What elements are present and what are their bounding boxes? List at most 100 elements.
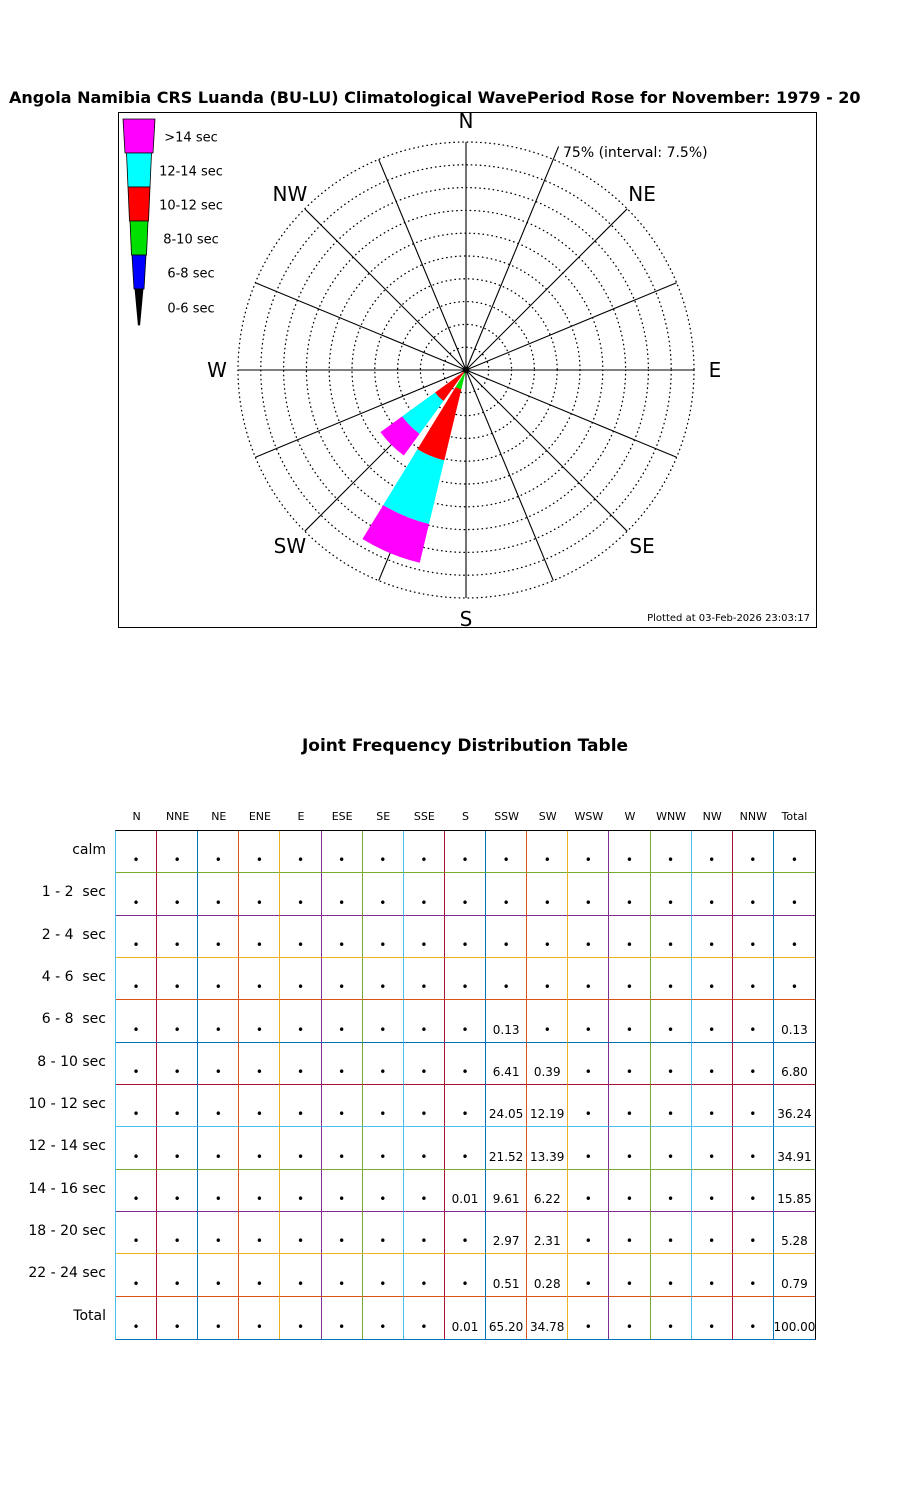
table-cell: • — [321, 1254, 363, 1297]
cell-dot: • — [296, 1149, 305, 1164]
cell-dot: • — [338, 1022, 346, 1037]
cell-dot: • — [296, 1107, 305, 1122]
table-cell: • — [732, 1042, 774, 1085]
cell-value: 34.78 — [530, 1319, 565, 1334]
table-cell: • — [198, 1000, 240, 1043]
cell-dot: • — [749, 1149, 757, 1164]
table-cell: • — [280, 1211, 322, 1255]
column-header: ESE — [331, 810, 353, 823]
cell-dot: • — [338, 895, 346, 910]
table-cell: • — [609, 1127, 651, 1170]
table-cell: 0.13 — [486, 1000, 528, 1043]
table-cell: • — [609, 1084, 651, 1128]
column-header: ENE — [248, 810, 271, 823]
cell-value: 6.80 — [781, 1064, 808, 1079]
table-cell: 0.01 — [444, 1169, 487, 1212]
table-cell: • — [280, 1127, 322, 1170]
cell-dot: • — [255, 1064, 263, 1079]
table-cell: • — [239, 1211, 281, 1255]
table-cell: • — [773, 873, 815, 916]
table-cell: • — [691, 1127, 733, 1170]
rose-petal-segment — [380, 416, 420, 456]
cell-value: 5.28 — [781, 1234, 808, 1249]
cell-dot: • — [749, 1276, 757, 1291]
table-cell: • — [773, 831, 815, 874]
table-cell: • — [157, 915, 199, 958]
cell-dot: • — [255, 1022, 263, 1037]
table-cell: • — [116, 831, 158, 874]
table-cell: • — [116, 1084, 158, 1128]
table-cell: • — [444, 831, 487, 874]
table-cell: • — [609, 1254, 651, 1297]
table-cell: 34.91 — [773, 1127, 815, 1170]
cell-dot: • — [132, 1319, 140, 1334]
cell-value: 0.28 — [533, 1276, 561, 1291]
table-cell: • — [116, 873, 158, 916]
column-header: E — [297, 810, 305, 823]
wave-rose-panel: 75% (interval: 7.5%) N NE E SE S SW W NW >14 sec… — [118, 112, 817, 628]
row-label: 6 - 8 sec — [41, 1011, 106, 1028]
table-cell: • — [198, 915, 240, 958]
cell-dot: • — [255, 1107, 263, 1122]
table-cell: 21.52 — [486, 1127, 528, 1170]
table-cell: • — [403, 831, 445, 874]
cell-dot: • — [708, 1319, 716, 1334]
table-cell: • — [198, 1042, 240, 1085]
table-cell: • — [157, 1127, 199, 1170]
table-cell: • — [609, 957, 651, 1001]
cell-dot: • — [625, 980, 633, 995]
direction-label-sw: SW — [274, 534, 307, 558]
cell-dot: • — [214, 1149, 222, 1164]
table-cell: • — [691, 915, 733, 958]
table-cell: • — [322, 1296, 363, 1339]
cell-dot: • — [173, 1064, 181, 1079]
table-cell: • — [239, 1084, 281, 1128]
table-cell: 0.13 — [773, 1000, 815, 1043]
cell-dot: • — [708, 853, 716, 868]
table-cell: • — [403, 1169, 445, 1212]
cell-dot: • — [379, 1107, 387, 1122]
column-header: SE — [376, 810, 391, 823]
table-cell: • — [691, 873, 733, 916]
cell-dot: • — [420, 1064, 428, 1079]
table-cell: • — [403, 1084, 445, 1128]
cell-dot: • — [420, 1191, 428, 1206]
cell-dot: • — [296, 853, 305, 868]
cell-dot: • — [708, 1191, 716, 1206]
cell-dot: • — [708, 895, 716, 910]
cell-dot: • — [667, 895, 675, 910]
table-cell: • — [198, 831, 240, 874]
cell-dot: • — [296, 1319, 305, 1334]
column-header: S — [462, 810, 469, 823]
cell-dot: • — [132, 1107, 140, 1122]
table-cell: • — [403, 915, 445, 958]
plotted-at-note: Plotted at 03-Feb-2026 23:03:17 — [647, 613, 810, 624]
cell-dot: • — [214, 895, 222, 910]
table-cell: • — [650, 957, 692, 1001]
table-cell: • — [280, 1254, 322, 1297]
cell-dot: • — [214, 1022, 222, 1037]
polar-grid-spoke — [465, 146, 560, 371]
cell-dot: • — [708, 1276, 716, 1291]
polar-grid-spoke — [465, 282, 677, 371]
cell-value: 9.61 — [492, 1191, 520, 1206]
table-cell: • — [362, 1211, 404, 1255]
cell-dot: • — [379, 980, 387, 995]
cell-value: 36.24 — [777, 1107, 812, 1122]
cell-dot: • — [667, 853, 675, 868]
cell-dot: • — [173, 937, 181, 952]
table-cell: • — [239, 1254, 281, 1297]
table-cell: • — [157, 1084, 199, 1128]
table-cell: 0.28 — [527, 1254, 569, 1297]
table-cell: • — [404, 1296, 445, 1339]
table-cell: • — [732, 1211, 774, 1255]
table-cell: • — [527, 873, 569, 916]
table-cell: • — [691, 1211, 733, 1255]
cell-dot: • — [584, 895, 592, 910]
cell-dot: • — [749, 1107, 757, 1122]
table-cell: 100.00 — [774, 1297, 815, 1339]
table-cell: • — [691, 1084, 733, 1128]
cell-dot: • — [708, 980, 716, 995]
cell-dot: • — [173, 1276, 181, 1291]
table-cell: • — [280, 915, 322, 958]
